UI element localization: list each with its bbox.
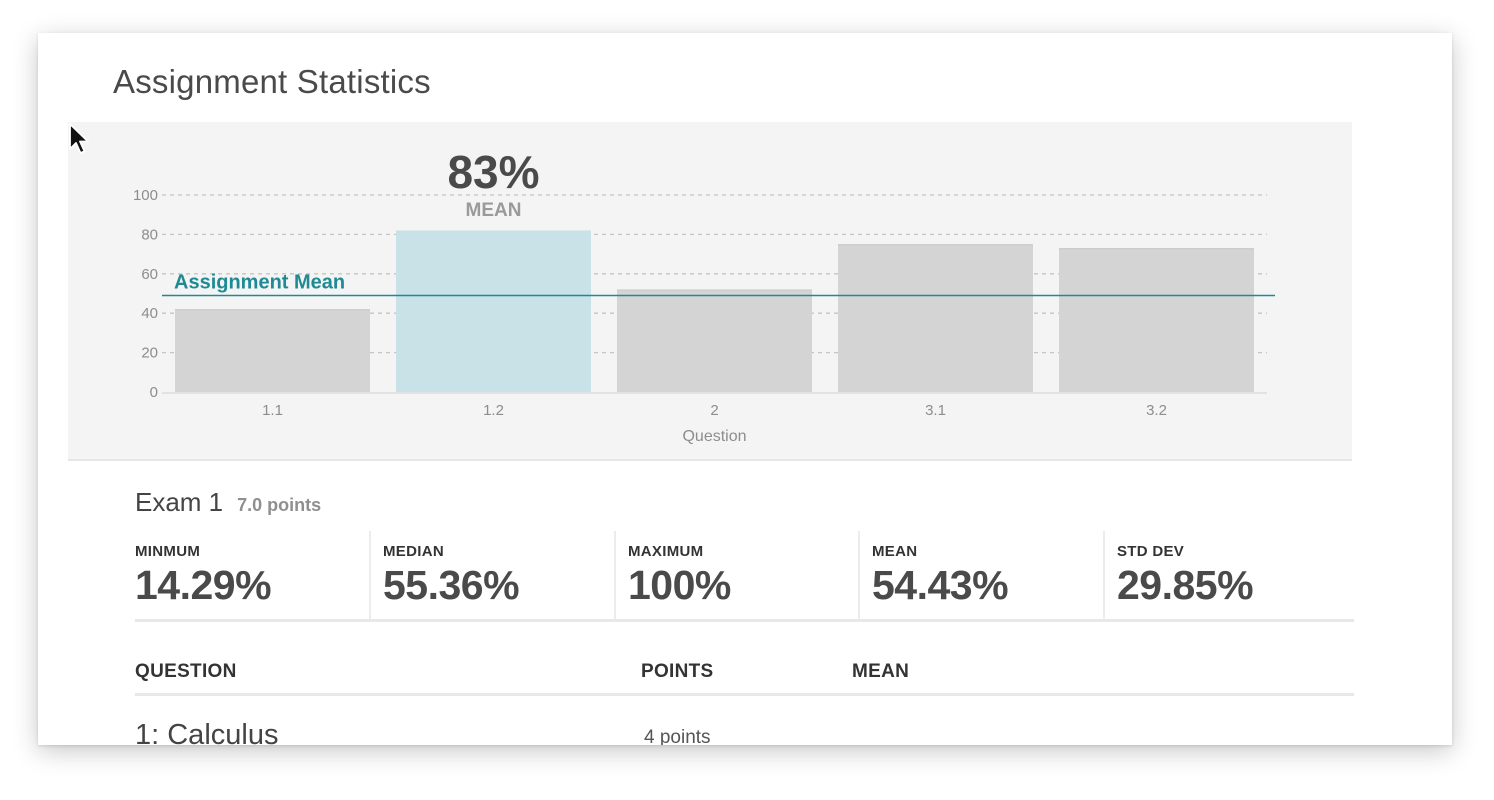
x-tick-label: 3.1 xyxy=(925,402,946,419)
stat-value: 29.85% xyxy=(1117,562,1254,608)
question-mean-chart: 0 20 40 60 80 100 1.1 1.2 83% MEAN 2 3.1 3.2 Assignme… xyxy=(68,122,1352,461)
bar[interactable] xyxy=(617,289,812,392)
stat-label: MINMUM xyxy=(135,543,201,560)
y-tick-label: 40 xyxy=(141,305,158,322)
mouse-cursor-icon xyxy=(69,123,89,154)
stat-value: 55.36% xyxy=(383,562,520,608)
stat-minimum: MINMUM 14.29% xyxy=(135,531,371,619)
x-axis-title: Question xyxy=(682,428,746,445)
assignment-mean-label: Assignment Mean xyxy=(174,271,345,293)
column-header-question[interactable]: QUESTION xyxy=(135,661,237,682)
stat-median: MEDIAN 55.36% xyxy=(371,531,616,619)
exam-name: Exam 1 xyxy=(135,487,224,517)
stat-label: MEAN xyxy=(872,543,918,560)
bar[interactable] xyxy=(396,230,591,392)
question-points: 4 points xyxy=(644,727,711,745)
stat-maximum: MAXIMUM 100% xyxy=(616,531,860,619)
question-title[interactable]: 1: Calculus xyxy=(135,719,279,745)
x-tick-label: 1.1 xyxy=(262,402,283,419)
highlight-value-label: 83% xyxy=(447,146,539,198)
column-header-mean[interactable]: MEAN xyxy=(852,661,910,682)
stat-std-dev: STD DEV 29.85% xyxy=(1105,531,1354,619)
stat-label: MEDIAN xyxy=(383,543,444,560)
stat-label: STD DEV xyxy=(1117,543,1185,560)
stat-value: 54.43% xyxy=(872,562,1009,608)
exam-points: 7.0 points xyxy=(237,495,322,515)
column-header-points[interactable]: POINTS xyxy=(641,661,714,682)
y-tick-label: 80 xyxy=(141,226,158,243)
x-tick-label: 1.2 xyxy=(483,402,504,419)
y-tick-label: 20 xyxy=(141,345,158,362)
table-row[interactable]: 1: Calculus 4 points xyxy=(135,719,1354,745)
chart-canvas: 0 20 40 60 80 100 1.1 1.2 83%MEAN 2 3.1 3.2 Assignme… xyxy=(133,146,1275,445)
stat-value: 100% xyxy=(628,562,731,608)
y-tick-label: 0 xyxy=(150,384,158,401)
page-title: Assignment Statistics xyxy=(113,63,431,100)
x-tick-label: 3.2 xyxy=(1146,402,1167,419)
assignment-statistics-window: Assignment Statistics 0 20 40 60 80 100 1.1 1.2… xyxy=(38,33,1452,745)
highlight-caption-label: MEAN xyxy=(466,200,522,221)
summary-stats: MINMUM 14.29% MEDIAN 55.36% MAXIMUM 100%… xyxy=(135,531,1354,622)
bar[interactable] xyxy=(175,309,370,392)
bar[interactable] xyxy=(838,244,1033,392)
y-tick-label: 100 xyxy=(133,187,158,204)
y-tick-label: 60 xyxy=(141,266,158,283)
bar[interactable] xyxy=(1059,248,1254,392)
stat-mean: MEAN 54.43% xyxy=(860,531,1105,619)
exam-header: Exam 1 7.0 points xyxy=(135,487,321,518)
stat-value: 14.29% xyxy=(135,562,272,608)
question-table-header: QUESTION POINTS MEAN xyxy=(135,651,1354,696)
x-tick-label: 2 xyxy=(710,402,718,419)
stat-label: MAXIMUM xyxy=(628,543,704,560)
